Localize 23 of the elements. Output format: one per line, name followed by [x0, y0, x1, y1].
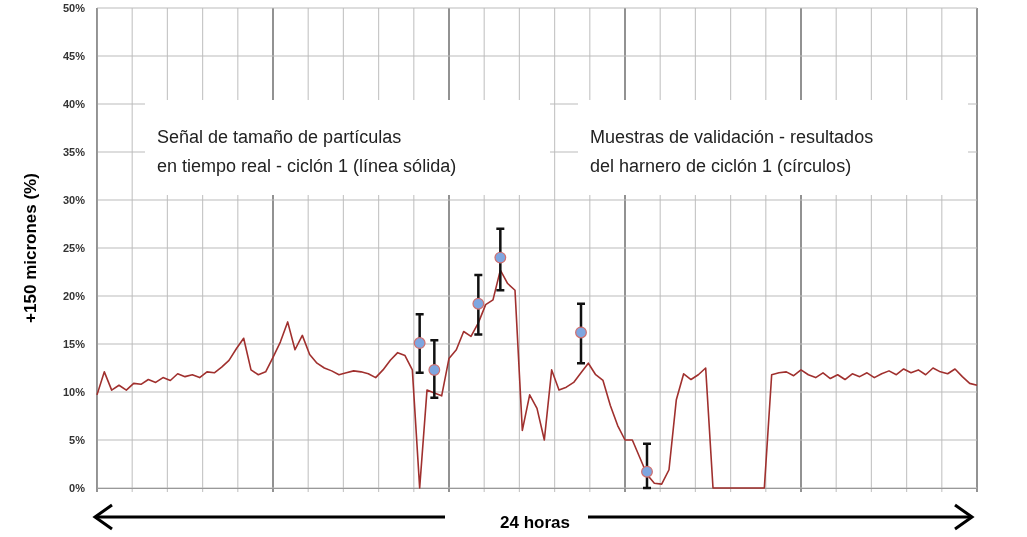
y-tick-label: 30% [62, 194, 86, 207]
y-tick-label: 35% [62, 146, 86, 159]
y-tick-label: 20% [62, 290, 86, 303]
point [641, 465, 653, 478]
point [575, 326, 587, 339]
y-tick-label: 40% [62, 98, 86, 111]
y-tick-label: 0% [69, 482, 86, 495]
point [494, 251, 507, 264]
y-tick-label: 5% [69, 434, 86, 447]
text: 24 horas [500, 513, 570, 532]
y-tick-label: 25% [62, 242, 86, 255]
y-axis-title: +150 micrones (%) [21, 173, 40, 323]
point [413, 337, 426, 349]
annotation: Muestras de validación - resultados del harnero de ciclón 1 (círculos) [590, 127, 874, 176]
text-box: Señal de tamaño de partículas en tiempo real - ciclón 1 (línea sólida) [145, 100, 550, 195]
y-tick-label: 50% [62, 2, 86, 15]
point [472, 297, 485, 310]
y-tick-label: 10% [62, 386, 86, 399]
annotation: Señal de tamaño de partículas en tiempo real - ciclón 1 (línea sólida) [157, 127, 457, 176]
text-box: Muestras de validación - resultados del harnero de ciclón 1 (círculos) [578, 100, 968, 195]
y-tick-label: 15% [62, 338, 86, 351]
point [428, 363, 441, 376]
y-tick-label: 45% [62, 50, 86, 63]
